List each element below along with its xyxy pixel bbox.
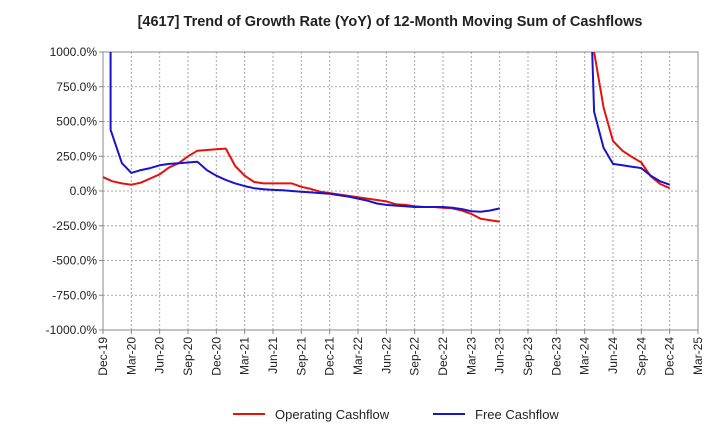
x-tick-label: Dec-20 bbox=[209, 337, 223, 376]
y-tick-label: 750.0% bbox=[56, 80, 97, 94]
x-tick-label: Mar-22 bbox=[351, 337, 365, 375]
x-tick-label: Jun-23 bbox=[493, 337, 507, 374]
chart-title: [4617] Trend of Growth Rate (YoY) of 12-… bbox=[138, 14, 643, 30]
x-tick-label: Sep-24 bbox=[634, 337, 648, 376]
x-tick-label: Dec-22 bbox=[436, 337, 450, 376]
x-tick-label: Jun-21 bbox=[266, 337, 280, 374]
x-tick-label: Mar-23 bbox=[464, 337, 478, 375]
x-tick-label: Dec-21 bbox=[323, 337, 337, 376]
x-tick-label: Sep-23 bbox=[521, 337, 535, 376]
y-tick-label: 1000.0% bbox=[50, 45, 98, 59]
y-tick-label: 250.0% bbox=[56, 149, 97, 163]
x-tick-label: Sep-22 bbox=[408, 337, 422, 376]
y-tick-label: -750.0% bbox=[52, 288, 97, 302]
legend: Operating Cashflow Free Cashflow bbox=[233, 407, 559, 422]
x-tick-label: Dec-24 bbox=[663, 337, 677, 376]
x-axis: Dec-19 Mar-20 Jun-20 Sep-20 Dec-20 Mar-21 Jun-… bbox=[96, 330, 705, 376]
series-line-free-cashflow bbox=[591, 52, 671, 186]
series-lines bbox=[103, 52, 671, 223]
x-tick-label: Mar-21 bbox=[238, 337, 252, 375]
x-tick-label: Dec-19 bbox=[96, 337, 110, 376]
legend-label: Free Cashflow bbox=[475, 407, 559, 422]
x-tick-label: Sep-20 bbox=[181, 337, 195, 376]
series-line-operating-cashflow bbox=[593, 52, 671, 190]
x-tick-label: Dec-23 bbox=[549, 337, 563, 376]
y-tick-label: 0.0% bbox=[70, 184, 98, 198]
x-tick-label: Mar-20 bbox=[124, 337, 138, 375]
x-tick-label: Jun-22 bbox=[379, 337, 393, 374]
y-tick-label: 500.0% bbox=[56, 115, 97, 129]
y-tick-label: -250.0% bbox=[52, 219, 97, 233]
series-line-free-cashflow bbox=[109, 52, 500, 213]
x-tick-label: Mar-25 bbox=[691, 337, 705, 375]
y-tick-label: -500.0% bbox=[52, 254, 97, 268]
x-tick-label: Jun-24 bbox=[606, 337, 620, 374]
y-tick-label: -1000.0% bbox=[46, 323, 98, 337]
y-axis: 1000.0% 750.0% 500.0% 250.0% 0.0% -250.0% -500… bbox=[46, 45, 103, 337]
x-tick-label: Jun-20 bbox=[153, 337, 167, 374]
grid-lines bbox=[103, 51, 698, 331]
legend-label: Operating Cashflow bbox=[275, 407, 390, 422]
x-tick-label: Sep-21 bbox=[294, 337, 308, 376]
x-tick-label: Mar-24 bbox=[578, 337, 592, 375]
